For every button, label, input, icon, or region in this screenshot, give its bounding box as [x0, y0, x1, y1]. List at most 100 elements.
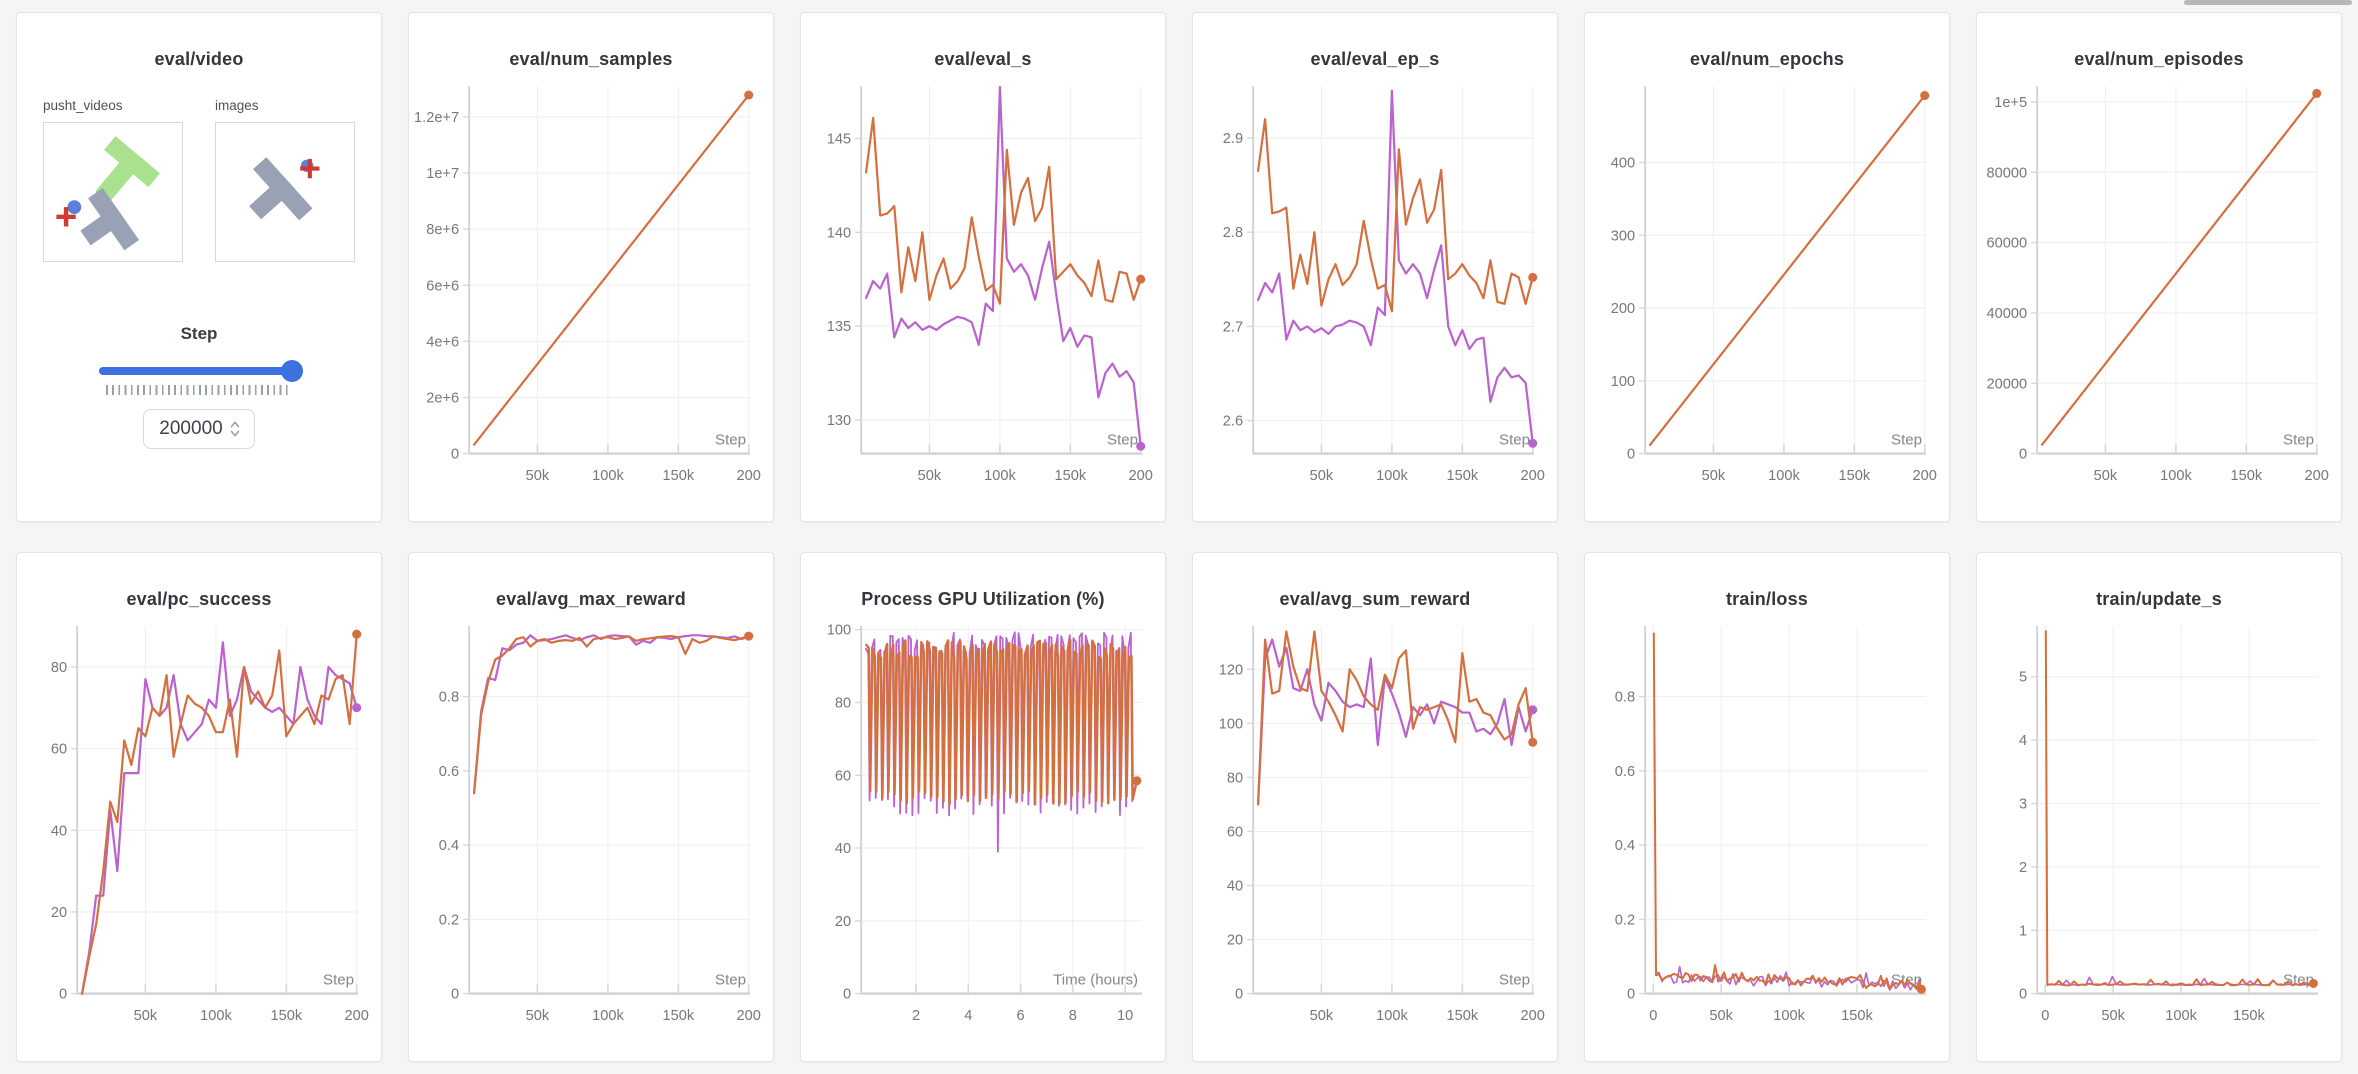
- svg-text:150k: 150k: [1838, 468, 1870, 484]
- step-slider[interactable]: [99, 360, 303, 382]
- svg-text:0: 0: [1649, 1008, 1657, 1024]
- svg-text:Step: Step: [715, 972, 746, 989]
- horizontal-scrollbar[interactable]: [2184, 0, 2352, 5]
- svg-text:6e+6: 6e+6: [426, 278, 459, 294]
- panel-title: Process GPU Utilization (%): [861, 589, 1105, 609]
- svg-text:400: 400: [1611, 156, 1635, 172]
- svg-text:2.9: 2.9: [1223, 131, 1243, 147]
- svg-text:40000: 40000: [1986, 306, 2027, 322]
- panel-eval-video[interactable]: eval/video pusht_videos: [16, 12, 382, 522]
- svg-text:0: 0: [2019, 447, 2027, 463]
- svg-text:100k: 100k: [200, 1008, 232, 1024]
- panel-eval-eval-s[interactable]: eval/eval_s 50k 100k 150k 200 130 135 140 145 St…: [800, 12, 1166, 522]
- step-input-box[interactable]: [143, 409, 255, 449]
- svg-text:50k: 50k: [2101, 1008, 2125, 1024]
- svg-text:0: 0: [1627, 987, 1635, 1003]
- svg-text:80: 80: [1227, 770, 1243, 786]
- panel-title: train/update_s: [2096, 589, 2222, 609]
- panel-eval-avg-max-reward[interactable]: eval/avg_max_reward 50k 100k 150k 200 0 0.2 0.…: [408, 552, 774, 1062]
- svg-text:80: 80: [51, 660, 67, 676]
- svg-text:0.8: 0.8: [439, 690, 459, 706]
- svg-text:Step: Step: [323, 972, 354, 989]
- svg-text:100k: 100k: [592, 468, 624, 484]
- svg-text:200: 200: [1913, 468, 1937, 484]
- svg-text:Step: Step: [1107, 432, 1138, 449]
- svg-text:100k: 100k: [984, 468, 1016, 484]
- svg-text:80000: 80000: [1986, 165, 2027, 181]
- panel-eval-eval-ep-s[interactable]: eval/eval_ep_s 50k 100k 150k 200 2.6 2.7 2.8 2.…: [1192, 12, 1558, 522]
- svg-text:3: 3: [2019, 797, 2027, 813]
- chart-eval-eval-s[interactable]: 50k 100k 150k 200 130 135 140 145 Step: [801, 78, 1165, 506]
- step-slider-handle[interactable]: [281, 360, 303, 382]
- svg-text:20: 20: [51, 905, 67, 921]
- images-thumbnail[interactable]: [215, 122, 355, 262]
- svg-text:50k: 50k: [134, 1008, 158, 1024]
- chart-eval-eval-ep-s[interactable]: 50k 100k 150k 200 2.6 2.7 2.8 2.9 Step: [1193, 78, 1557, 506]
- chart-train-update-s[interactable]: 0 50k 100k 150k 0 1 2 3 4 5 Step: [1977, 618, 2341, 1046]
- pusht-videos-thumbnail[interactable]: [43, 122, 183, 262]
- step-control: Step: [17, 324, 381, 449]
- svg-text:140: 140: [827, 225, 851, 241]
- svg-text:0.4: 0.4: [439, 838, 459, 854]
- step-input[interactable]: [158, 418, 224, 440]
- svg-text:4e+6: 4e+6: [426, 334, 459, 350]
- svg-text:20: 20: [1227, 933, 1243, 949]
- chart-eval-avg-sum-reward[interactable]: 50k 100k 150k 200 0 20 40 60 80 100 120 Step: [1193, 618, 1557, 1046]
- media-label: pusht_videos: [43, 98, 123, 113]
- step-slider-track[interactable]: [99, 367, 299, 375]
- svg-text:1e+7: 1e+7: [426, 166, 459, 182]
- svg-text:200: 200: [737, 468, 761, 484]
- chart-eval-num-episodes[interactable]: 50k 100k 150k 200 0 20000 40000 60000 80000 1e+5 S…: [1977, 78, 2341, 506]
- chart-eval-avg-max-reward[interactable]: 50k 100k 150k 200 0 0.2 0.4 0.6 0.8 Step: [409, 618, 773, 1046]
- svg-text:Step: Step: [1499, 972, 1530, 989]
- panel-eval-num-epochs[interactable]: eval/num_epochs 50k 100k 150k 200 0 100 200 300…: [1584, 12, 1950, 522]
- panel-eval-pc-success[interactable]: eval/pc_success 50k 100k 150k 200 0 20 40 60 80 S…: [16, 552, 382, 1062]
- svg-text:0: 0: [1627, 447, 1635, 463]
- svg-text:120: 120: [1219, 662, 1243, 678]
- svg-text:145: 145: [827, 132, 851, 148]
- chart-eval-pc-success[interactable]: 50k 100k 150k 200 0 20 40 60 80 Step: [17, 618, 381, 1046]
- svg-text:0.6: 0.6: [1615, 764, 1635, 780]
- svg-text:Step: Step: [2283, 432, 2314, 449]
- panel-title: eval/num_epochs: [1689, 49, 1845, 69]
- panel-train-update-s[interactable]: train/update_s 0 50k 100k 150k 0 1 2 3 4 5 Step: [1976, 552, 2342, 1062]
- svg-text:0: 0: [843, 987, 851, 1003]
- chart-eval-num-samples[interactable]: 50k 100k 150k 200 0 2e+6 4e+6 6e+6 8e+6 1e+7 1.2e+…: [409, 78, 773, 506]
- chevron-down-icon[interactable]: [230, 430, 240, 437]
- panel-title: eval/pc_success: [126, 589, 272, 609]
- panel-title: eval/eval_ep_s: [1310, 49, 1440, 69]
- svg-text:2: 2: [2019, 860, 2027, 876]
- panel-eval-num-samples[interactable]: eval/num_samples 50k 100k 150k 200 0 2e+6 4e+6…: [408, 12, 774, 522]
- panel-gpu-utilization[interactable]: Process GPU Utilization (%) 2 4 6 8 10 0 20 40 6…: [800, 552, 1166, 1062]
- chart-eval-num-epochs[interactable]: 50k 100k 150k 200 0 100 200 300 400 Step: [1585, 78, 1949, 506]
- svg-text:60: 60: [1227, 825, 1243, 841]
- pusht-scene-image: [56, 136, 160, 251]
- media-item-pusht-videos: pusht_videos: [43, 98, 183, 262]
- svg-text:Step: Step: [1891, 432, 1922, 449]
- panel-train-loss[interactable]: train/loss 0 50k 100k 150k 0 0.2 0.4 0.6 0.8 Step: [1584, 552, 1950, 1062]
- panel-eval-num-episodes[interactable]: eval/num_episodes 50k 100k 150k 200 0 20000 40…: [1976, 12, 2342, 522]
- svg-text:200: 200: [1611, 301, 1635, 317]
- svg-text:50k: 50k: [1310, 1008, 1334, 1024]
- svg-text:6: 6: [1017, 1008, 1025, 1024]
- svg-text:150k: 150k: [662, 1008, 694, 1024]
- svg-text:100k: 100k: [592, 1008, 624, 1024]
- panel-eval-avg-sum-reward[interactable]: eval/avg_sum_reward 50k 100k 150k 200 0 20 40 6…: [1192, 552, 1558, 1062]
- chevron-up-icon[interactable]: [230, 421, 240, 428]
- svg-text:200: 200: [345, 1008, 369, 1024]
- svg-text:300: 300: [1611, 228, 1635, 244]
- svg-text:50k: 50k: [2094, 468, 2118, 484]
- svg-text:1e+5: 1e+5: [1994, 95, 2027, 111]
- svg-text:Step: Step: [715, 432, 746, 449]
- svg-text:100k: 100k: [1376, 1008, 1408, 1024]
- svg-text:0: 0: [2041, 1008, 2049, 1024]
- svg-text:0.8: 0.8: [1615, 690, 1635, 706]
- svg-text:50k: 50k: [1310, 468, 1334, 484]
- svg-text:200: 200: [737, 1008, 761, 1024]
- svg-text:0.6: 0.6: [439, 764, 459, 780]
- svg-text:2.8: 2.8: [1223, 225, 1243, 241]
- svg-text:Step: Step: [2283, 972, 2314, 989]
